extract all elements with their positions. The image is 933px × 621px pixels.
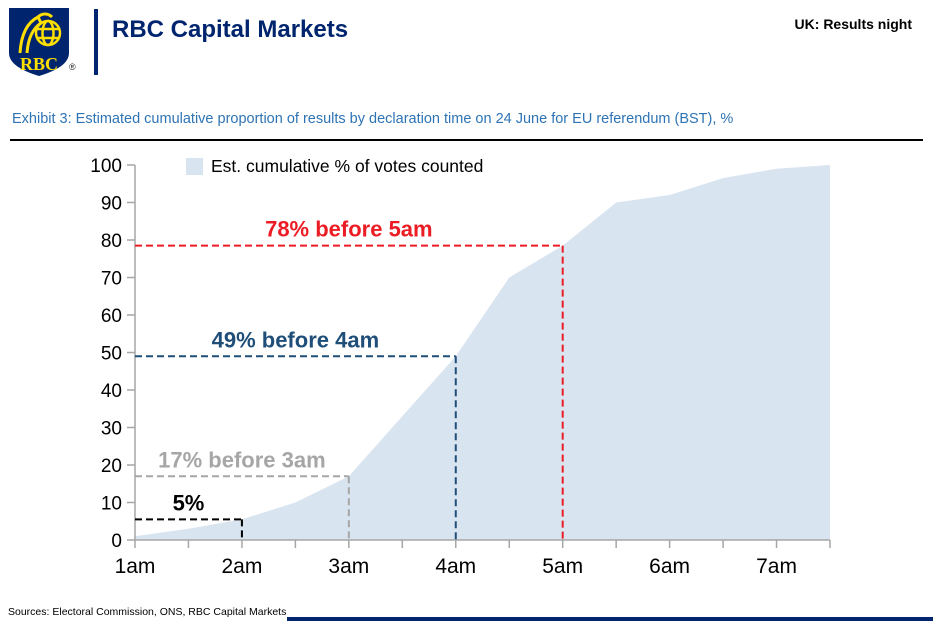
page-label: UK: Results night [794, 16, 912, 32]
x-tick-label: 6am [649, 555, 690, 578]
y-tick-label: 0 [111, 531, 122, 552]
legend-label: Est. cumulative % of votes counted [211, 156, 484, 176]
y-tick-label: 40 [101, 381, 122, 402]
legend-swatch [186, 158, 203, 175]
bottom-rule [287, 617, 933, 621]
area-series [135, 165, 830, 540]
brand-title: RBC Capital Markets [112, 16, 349, 43]
y-tick-label: 50 [101, 344, 122, 365]
x-tick-label: 3am [328, 555, 369, 578]
registered-trademark: ® [69, 62, 76, 72]
logo-lion-and-globe [18, 12, 62, 54]
annotation-label: 49% before 4am [212, 327, 380, 352]
logo-rbc-text: RBC [20, 54, 58, 74]
area-chart: 1am 2am 3am 4am 5am 6am 7am 0 10 20 30 40 50 60 70 80 90… [90, 156, 831, 578]
annotation-label: 5% [173, 490, 205, 515]
rbc-logo: RBC [9, 8, 69, 76]
title-rule [10, 139, 923, 141]
y-tick-label: 10 [101, 494, 122, 515]
x-tick-label: 1am [115, 555, 156, 578]
brand-divider [94, 9, 98, 75]
annotation-label: 17% before 3am [158, 447, 326, 472]
x-tick-label: 5am [542, 555, 583, 578]
y-tick-label: 80 [101, 231, 122, 252]
exhibit-title: Exhibit 3: Estimated cumulative proporti… [12, 111, 734, 127]
x-tick-label: 7am [756, 555, 797, 578]
y-tick-label: 30 [101, 419, 122, 440]
chart-legend: Est. cumulative % of votes counted [186, 156, 483, 177]
sources-note: Sources: Electoral Commission, ONS, RBC … [8, 606, 287, 618]
x-tick-label: 4am [435, 555, 476, 578]
y-tick-label: 70 [101, 269, 122, 290]
x-tick-label: 2am [221, 555, 262, 578]
y-tick-label: 100 [90, 156, 122, 177]
y-tick-label: 20 [101, 456, 122, 477]
y-tick-label: 60 [101, 306, 122, 327]
y-tick-label: 90 [101, 194, 122, 215]
annotation-label: 78% before 5am [265, 217, 433, 242]
